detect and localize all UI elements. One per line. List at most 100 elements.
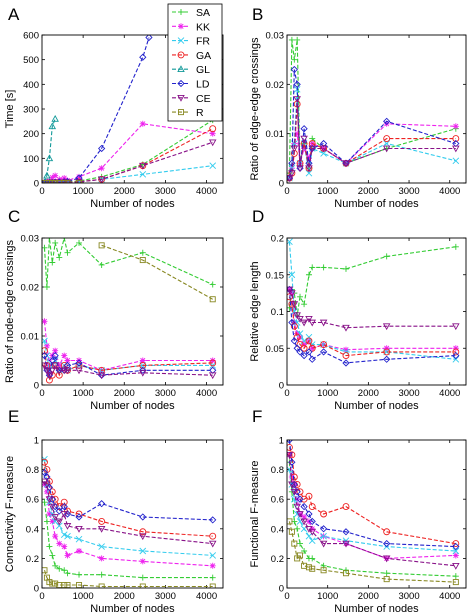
data-point-kk xyxy=(61,175,68,182)
data-point-r xyxy=(383,576,390,583)
data-point-kk xyxy=(139,357,146,364)
data-point-ld xyxy=(383,355,391,363)
data-point-sa xyxy=(76,239,83,246)
data-point-sa xyxy=(305,271,312,278)
data-point-ce xyxy=(288,170,296,178)
data-point-ld xyxy=(98,500,106,508)
x-tick-label: 3000 xyxy=(155,388,176,399)
data-point-sa xyxy=(43,284,50,290)
data-point-fr xyxy=(139,171,147,178)
data-point-ld xyxy=(383,539,391,548)
data-point-sa xyxy=(56,565,63,572)
data-point-ce xyxy=(75,367,83,375)
data-point-kk xyxy=(139,120,146,127)
data-point-r xyxy=(288,528,295,535)
data-point-ld xyxy=(75,174,83,182)
x-tick-label: 0 xyxy=(284,388,289,399)
y-tick-label: 1 xyxy=(34,436,39,447)
data-point-kk xyxy=(76,173,83,180)
data-point-ga xyxy=(209,125,217,133)
legend-marker-r xyxy=(177,109,184,116)
data-point-ld xyxy=(139,366,147,374)
data-point-kk xyxy=(301,341,308,348)
data-point-ga xyxy=(288,451,296,459)
data-point-ce xyxy=(63,367,72,375)
data-point-gl xyxy=(45,154,54,162)
y-tick-label: 0.05 xyxy=(266,344,285,355)
y-tick-label: 0 xyxy=(279,179,284,190)
data-point-ce xyxy=(63,522,72,530)
data-point-ld xyxy=(290,337,298,345)
data-point-fr xyxy=(308,341,316,348)
data-point-ce xyxy=(288,290,296,298)
legend-label-sa: SA xyxy=(196,7,210,19)
legend-marker-kk xyxy=(178,23,184,30)
x-tick-label: 2000 xyxy=(358,591,379,602)
data-point-fr xyxy=(42,337,48,345)
data-point-sa xyxy=(139,574,146,581)
data-point-ce xyxy=(300,319,308,327)
data-point-kk xyxy=(209,562,216,569)
data-point-fr xyxy=(305,169,313,177)
data-point-sa xyxy=(342,265,349,272)
data-point-gl xyxy=(51,114,59,122)
data-point-kk xyxy=(49,518,56,525)
data-point-ga xyxy=(383,348,391,356)
panel-e: E 0 1000 2000 3000 4000 0 0.2 0.4 0.6 0.8 1 Number o… xyxy=(4,407,224,612)
data-point-ld xyxy=(42,351,49,360)
data-point-sa xyxy=(56,254,63,261)
data-point-ld xyxy=(319,525,328,533)
data-point-r xyxy=(309,565,316,572)
data-point-ce xyxy=(290,301,299,309)
data-point-ld xyxy=(308,517,316,526)
y-axis-label: Relative edge length xyxy=(249,261,261,361)
data-point-ga xyxy=(290,473,298,481)
data-point-ga xyxy=(60,498,68,506)
x-tick-label: 4000 xyxy=(196,388,217,399)
data-point-ce xyxy=(452,145,460,153)
data-point-ce xyxy=(55,367,64,375)
series-line-ld xyxy=(288,440,456,548)
data-point-ga xyxy=(42,347,48,355)
data-point-ce xyxy=(342,160,350,168)
y-tick-label: 0 xyxy=(34,584,39,595)
data-point-ld xyxy=(63,361,72,370)
data-point-ce xyxy=(139,162,147,170)
series-line-ld xyxy=(44,37,150,183)
data-point-ld xyxy=(293,488,301,496)
data-point-ld xyxy=(98,144,106,153)
data-point-kk xyxy=(98,555,105,562)
data-point-sa xyxy=(52,562,59,569)
data-point-fr xyxy=(139,547,147,555)
data-point-sa xyxy=(52,239,59,246)
data-point-sa xyxy=(294,525,301,532)
y-tick-label: 0.6 xyxy=(26,495,39,506)
series-line-kk xyxy=(288,289,456,351)
series-line-r xyxy=(101,244,213,300)
legend-box xyxy=(167,3,223,122)
data-point-ga xyxy=(320,341,328,349)
legend-label-ce: CE xyxy=(196,93,211,105)
data-point-kk xyxy=(76,548,83,554)
data-point-sa xyxy=(383,570,390,577)
data-point-ce xyxy=(300,135,308,143)
y-axis-label: Time [s] xyxy=(4,90,16,129)
data-point-sa xyxy=(452,573,459,580)
y-tick-label: 0.03 xyxy=(266,31,285,42)
data-point-ce xyxy=(308,319,316,327)
y-tick-label: 300 xyxy=(23,105,39,116)
x-tick-label: 4000 xyxy=(439,186,460,197)
panel-d: D 0 1000 2000 3000 4000 0 0.05 0.1 0.15 0.2 Number … xyxy=(249,207,467,412)
y-tick-label: 0 xyxy=(279,584,284,595)
data-point-r xyxy=(52,580,59,587)
data-point-ce xyxy=(287,175,294,182)
data-point-ga xyxy=(288,300,296,308)
data-point-ld xyxy=(300,351,308,360)
data-point-ga xyxy=(55,371,63,379)
axes-frame xyxy=(41,34,224,184)
panel-letter-e: E xyxy=(8,407,19,426)
legend-marker-fr xyxy=(177,37,185,44)
data-point-ce xyxy=(290,488,299,496)
x-tick-label: 3000 xyxy=(398,186,419,197)
